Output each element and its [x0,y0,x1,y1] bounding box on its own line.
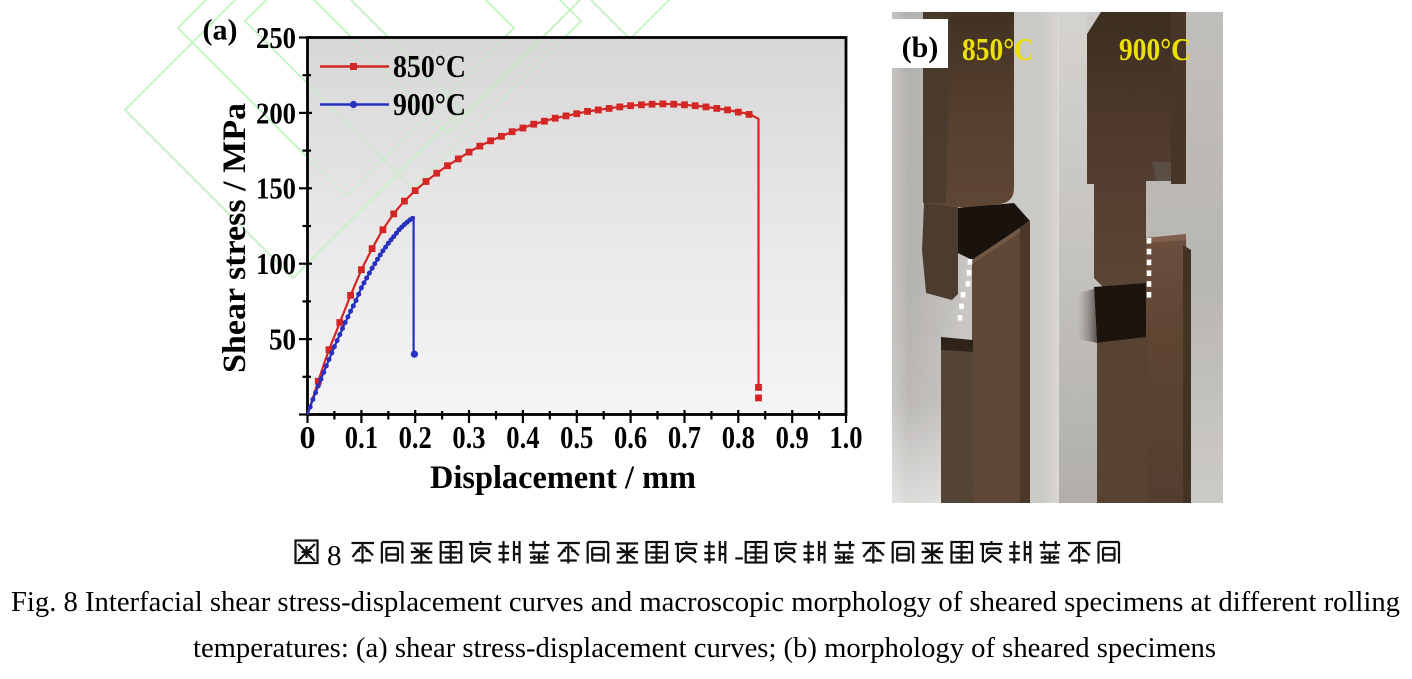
svg-text:250: 250 [256,20,296,55]
svg-text:0.1: 0.1 [345,419,378,455]
svg-text:0.7: 0.7 [668,419,701,455]
svg-text:(b): (b) [902,31,939,64]
svg-text:100: 100 [256,246,296,281]
svg-text:Fig. 8 Interfacial shear stres: Fig. 8 Interfacial shear stress-displace… [11,586,1400,618]
svg-text:850°C: 850°C [962,31,1034,67]
svg-text:900°C: 900°C [1119,31,1191,67]
svg-text:8: 8 [327,540,342,572]
svg-text:200: 200 [256,95,296,130]
svg-text:temperatures: (a) shear stress: temperatures: (a) shear stress-displacem… [193,632,1216,664]
svg-text:850°C: 850°C [393,48,466,84]
svg-text:Shear stress / MPa: Shear stress / MPa [217,103,253,373]
svg-text:(a): (a) [203,14,238,47]
svg-text:0.4: 0.4 [506,419,539,455]
svg-text:0.2: 0.2 [399,419,432,455]
svg-text:900°C: 900°C [393,86,466,122]
svg-text:0.5: 0.5 [560,419,593,455]
svg-text:0.6: 0.6 [614,419,647,455]
svg-text:0.9: 0.9 [776,419,809,455]
svg-text:0: 0 [300,419,316,455]
svg-text:1.0: 1.0 [829,419,862,455]
svg-text:Displacement / mm: Displacement / mm [430,460,696,496]
svg-text:-: - [734,540,744,572]
svg-text:0.8: 0.8 [722,419,755,455]
svg-text:50: 50 [269,322,296,357]
svg-text:150: 150 [256,171,296,206]
svg-text:0.3: 0.3 [452,419,485,455]
